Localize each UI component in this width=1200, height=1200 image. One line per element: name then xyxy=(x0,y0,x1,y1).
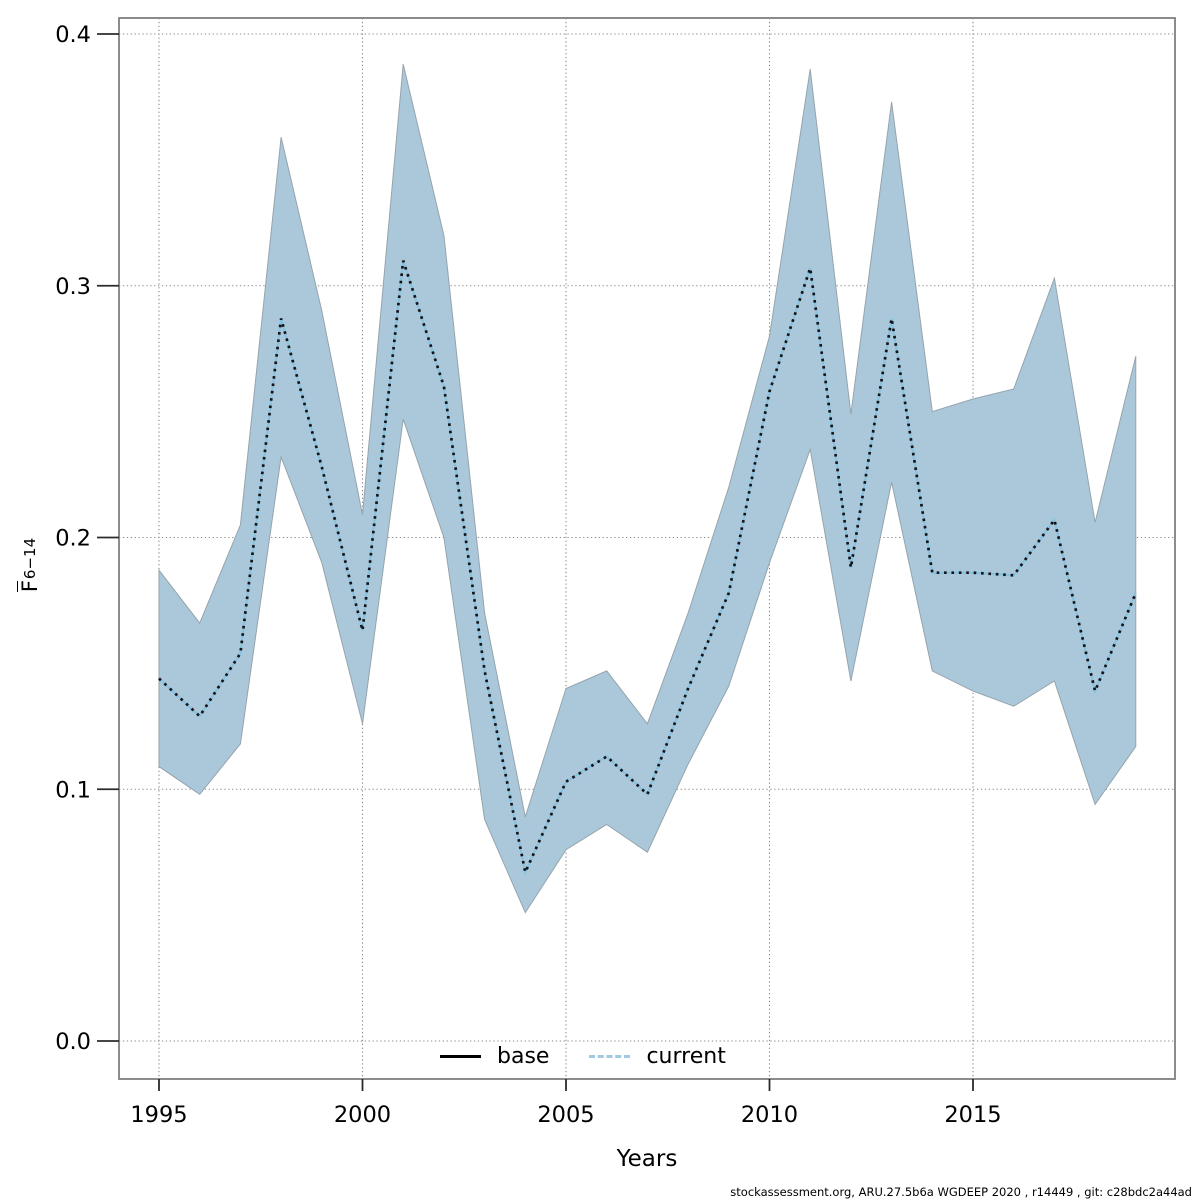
y-axis-subscript: 6−14 xyxy=(20,537,39,580)
current-line-swatch xyxy=(589,1054,631,1058)
current-line xyxy=(158,260,1138,877)
base-line-swatch xyxy=(440,1054,481,1058)
x-tick-label: 2005 xyxy=(537,1102,594,1128)
x-axis-title: Years xyxy=(616,1146,678,1172)
legend-base-label: base xyxy=(497,1043,550,1069)
source-caption: stockassessment.org, ARU.27.5b6a WGDEEP … xyxy=(730,1185,1192,1199)
y-tick-label: 0.0 xyxy=(55,1029,91,1055)
y-tick-label: 0.3 xyxy=(55,274,91,300)
y-tick-label: 0.1 xyxy=(55,777,91,803)
x-tick-label: 2010 xyxy=(741,1102,798,1128)
y-tick-label: 0.2 xyxy=(55,526,91,552)
x-tick-label: 2000 xyxy=(334,1102,391,1128)
legend: base current xyxy=(440,1041,766,1071)
x-tick-label: 1995 xyxy=(130,1102,187,1128)
legend-current-label: current xyxy=(646,1043,726,1069)
plot-border xyxy=(118,17,1176,1080)
y-axis-title: F 6−14 xyxy=(13,503,47,627)
x-tick-label: 2015 xyxy=(944,1102,1001,1128)
y-axis-symbol: F xyxy=(17,580,42,593)
y-tick-label: 0.4 xyxy=(55,22,91,48)
confidence-band xyxy=(158,64,1137,914)
